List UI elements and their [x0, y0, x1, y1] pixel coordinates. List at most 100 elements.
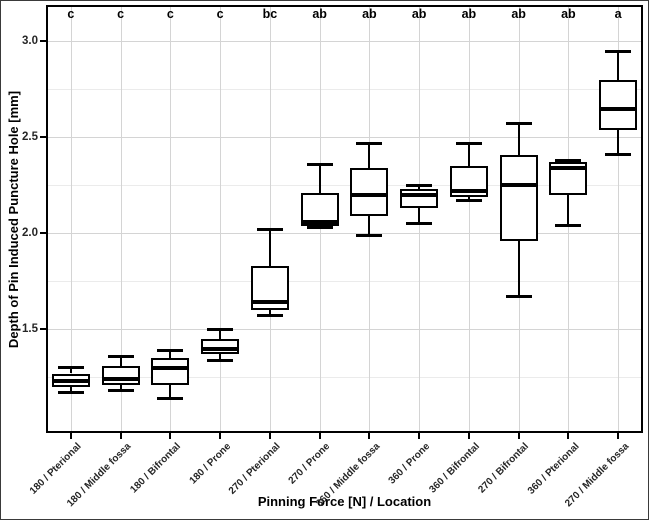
lower-whisker-cap-180-pterional [57, 391, 84, 395]
upper-whisker-cap-360-pterional [555, 158, 582, 162]
box-270-middle-fossa [599, 79, 638, 130]
upper-whisker-cap-360-prone [406, 183, 433, 187]
panel-border [46, 5, 643, 433]
x-axis-tick [517, 433, 520, 439]
y-axis-title: Depth of Pin Induced Puncture Hole [mm] [6, 90, 22, 348]
x-axis-tick [119, 433, 122, 439]
x-tick-label-360-prone: 360 / Prone [386, 441, 432, 487]
median-line-180-bifrontal [151, 365, 190, 370]
upper-whisker-cap-360-bifrontal [455, 141, 482, 145]
y-tick-label: 1.5 [22, 323, 38, 336]
lower-whisker-cap-360-prone [406, 222, 433, 226]
x-tick-label-270-prone: 270 / Prone [286, 441, 333, 487]
gridline-vertical [70, 5, 72, 433]
sig-letter-180-bifrontal: c [166, 7, 174, 21]
upper-whisker-270-pterional [268, 229, 271, 266]
lower-whisker-cap-180-middle-fossa [107, 389, 134, 393]
gridline-major-horizontal [46, 137, 643, 139]
upper-whisker-cap-270-pterional [256, 228, 283, 232]
y-axis-tick [40, 328, 46, 331]
upper-whisker-cap-180-bifrontal [157, 348, 184, 352]
sig-letter-360-prone: ab [411, 7, 427, 21]
lower-whisker-360-bifrontal [467, 196, 470, 201]
x-axis-tick [467, 433, 470, 439]
x-axis-tick [69, 433, 72, 439]
upper-whisker-360-middle-fossa [368, 143, 371, 169]
lower-whisker-cap-360-bifrontal [455, 199, 482, 203]
box-180-bifrontal [151, 358, 190, 385]
x-axis-tick [318, 433, 321, 439]
lower-whisker-cap-180-prone [207, 358, 234, 362]
sig-letter-180-prone: c [216, 7, 224, 21]
lower-whisker-cap-270-prone [306, 226, 333, 230]
sig-letter-270-pterional: bc [262, 7, 278, 21]
lower-whisker-cap-180-bifrontal [157, 396, 184, 400]
median-line-180-middle-fossa [101, 377, 140, 382]
x-tick-label-360-bifrontal: 360 / Bifrontal [427, 441, 482, 496]
upper-whisker-cap-180-middle-fossa [107, 354, 134, 358]
gridline-major-horizontal [46, 329, 643, 331]
lower-whisker-360-middle-fossa [368, 216, 371, 236]
upper-whisker-180-pterional [69, 367, 72, 374]
sig-letter-360-bifrontal: ab [461, 7, 477, 21]
median-line-270-bifrontal [499, 183, 538, 188]
lower-whisker-180-middle-fossa [119, 385, 122, 391]
sig-letter-180-middle-fossa: c [117, 7, 125, 21]
x-tick-label-270-pterional: 270 / Pterional [226, 441, 283, 497]
y-tick-label: 2.5 [22, 131, 38, 144]
lower-whisker-270-pterional [268, 310, 271, 316]
box-270-bifrontal [499, 154, 538, 242]
upper-whisker-270-bifrontal [517, 123, 520, 155]
gridline-vertical [120, 5, 122, 433]
x-axis-tick [268, 433, 271, 439]
median-line-180-pterional [51, 379, 90, 384]
y-axis-tick [40, 136, 46, 139]
median-line-360-bifrontal [449, 189, 488, 194]
upper-whisker-cap-180-prone [207, 327, 234, 331]
box-360-middle-fossa [350, 168, 389, 217]
median-line-180-prone [201, 346, 240, 351]
x-axis-tick [418, 433, 421, 439]
gridline-major-horizontal [46, 41, 643, 43]
gridline-vertical [618, 5, 620, 433]
x-axis-title: Pinning Force [N] / Location [257, 494, 432, 509]
lower-whisker-270-bifrontal [517, 241, 520, 297]
sig-letter-360-pterional: ab [561, 7, 576, 21]
gridline-vertical [220, 5, 222, 433]
x-axis-tick [368, 433, 371, 439]
upper-whisker-cap-180-pterional [57, 366, 84, 370]
x-tick-label-270-bifrontal: 270 / Bifrontal [476, 441, 532, 496]
gridline-minor-horizontal [46, 89, 643, 91]
lower-whisker-cap-270-middle-fossa [605, 153, 632, 157]
sig-letter-270-bifrontal: ab [511, 7, 526, 21]
upper-whisker-180-middle-fossa [119, 356, 122, 366]
x-tick-label-180-prone: 180 / Prone [187, 441, 233, 487]
gridline-vertical [468, 5, 470, 433]
lower-whisker-cap-360-pterional [555, 224, 582, 228]
lower-whisker-180-prone [219, 354, 222, 361]
sig-letter-270-prone: ab [312, 7, 327, 21]
lower-whisker-180-bifrontal [169, 385, 172, 399]
lower-whisker-360-prone [418, 208, 421, 224]
upper-whisker-cap-270-bifrontal [505, 122, 532, 126]
upper-whisker-270-prone [318, 164, 321, 194]
upper-whisker-cap-360-middle-fossa [356, 141, 383, 145]
upper-whisker-180-bifrontal [169, 350, 172, 359]
gridline-vertical [269, 5, 271, 433]
gridline-vertical [170, 5, 172, 433]
x-axis-tick [617, 433, 620, 439]
x-axis-tick [169, 433, 172, 439]
lower-whisker-cap-270-pterional [256, 314, 283, 318]
gridline-major-horizontal [46, 233, 643, 235]
median-line-270-prone [300, 219, 339, 224]
x-axis-tick [567, 433, 570, 439]
y-tick-label: 3.0 [22, 35, 38, 48]
median-line-360-prone [400, 193, 439, 197]
upper-whisker-270-middle-fossa [617, 51, 620, 80]
box-180-middle-fossa [101, 365, 140, 385]
median-line-270-pterional [250, 300, 289, 305]
panel-background [46, 5, 643, 433]
sig-letter-270-middle-fossa: a [614, 7, 622, 21]
x-axis-tick [219, 433, 222, 439]
